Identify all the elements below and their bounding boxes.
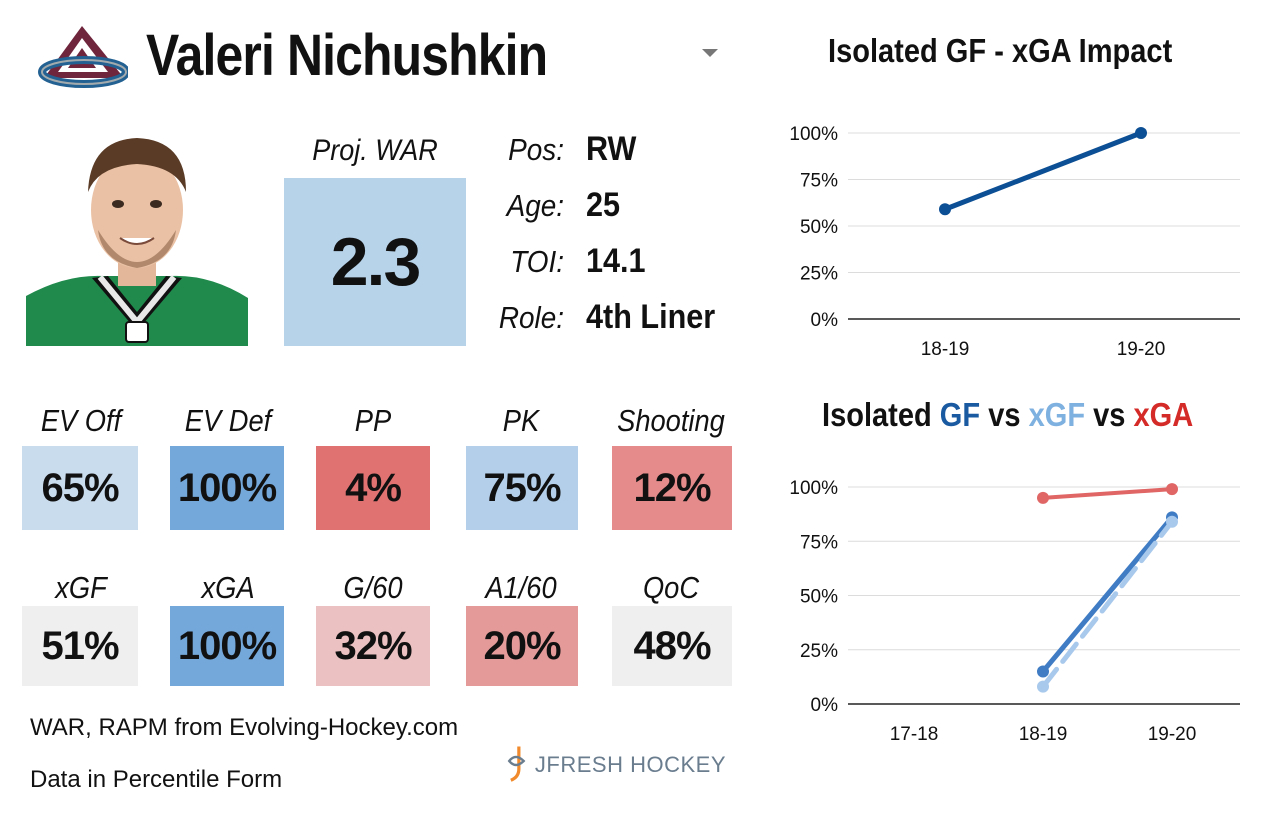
y-tick-label: 25% [800,641,838,662]
age-value: 25 [586,186,621,224]
chart2-title-xgf: xGF [1028,396,1086,433]
pk-value: 75% [466,446,578,530]
series-line-xga [1041,487,1174,500]
chart1-title: Isolated GF - xGA Impact [828,32,1173,69]
series-line-gf [1040,514,1175,674]
x-tick-label: 18-19 [1019,724,1068,745]
chart2-title-xga: xGA [1133,396,1194,433]
player-photo [26,126,248,346]
war-label: Proj. WAR [312,134,438,167]
pk-label: PK [502,403,540,438]
percentile-note: Data in Percentile Form [30,766,283,793]
ev-off-value: 65% [22,446,138,530]
ev-def-value: 100% [170,446,284,530]
x-tick-label: 18-19 [921,339,970,360]
chart2-title-p1: Isolated [822,396,940,433]
a160-value: 20% [466,606,578,686]
brand-logo: JFRESH HOCKEY [506,740,726,790]
brand-text: JFRESH HOCKEY [534,752,726,777]
player-select-dropdown-icon[interactable] [702,49,718,57]
y-tick-label: 50% [800,217,838,238]
x-tick-label: 19-20 [1117,339,1166,360]
data-point-impact [1135,127,1147,139]
data-point-xgf [1037,680,1049,693]
data-point-impact [939,203,951,216]
xga-value: 100% [170,606,284,686]
y-tick-label: 100% [789,124,838,145]
y-tick-label: 25% [800,264,838,285]
chart2-svg: 0% 25% 50% 75% 100% 17-18 18-19 19-20 [789,478,1240,745]
chart2-title-p2: vs [980,396,1029,433]
y-tick-label: 50% [800,587,838,608]
shooting-label: Shooting [617,403,725,438]
chart2-title: Isolated GF vs xGF vs xGA [822,396,1193,434]
y-tick-label: 0% [811,695,839,716]
role-value: 4th Liner [586,298,716,336]
y-tick-label: 0% [811,310,839,331]
series-line-xgf [1040,519,1175,690]
x-tick-label: 19-20 [1148,724,1197,745]
team-logo [38,26,128,88]
g60-label: G/60 [343,570,403,605]
age-label: Age: [506,188,564,223]
pos-label: Pos: [508,132,564,167]
g60-value: 32% [316,606,430,686]
series-line-impact [942,130,1144,212]
data-point-xgf [1166,515,1178,528]
source-note: WAR, RAPM from Evolving-Hockey.com [30,714,459,741]
pp-label: PP [354,403,392,438]
xgf-label: xGF [55,570,107,605]
ev-off-label: EV Off [40,403,122,438]
x-tick-label: 17-18 [890,724,939,745]
chart2-title-gf: GF [939,396,981,433]
a160-label: A1/60 [485,570,557,605]
player-name: Valeri Nichushkin [146,23,548,88]
data-point-xga [1166,483,1178,496]
chart1-svg: 0% 25% 50% 75% 100% 18-19 19-20 [789,124,1240,360]
pos-value: RW [586,130,637,168]
ev-def-label: EV Def [184,403,272,438]
xga-label: xGA [201,570,255,605]
brand-icon [507,746,526,782]
data-point-gf [1037,665,1049,678]
toi-value: 14.1 [586,242,646,280]
xgf-value: 51% [22,606,138,686]
pp-value: 4% [316,446,430,530]
chart2-title-p3: vs [1085,396,1134,433]
y-tick-label: 75% [800,171,838,192]
data-point-xga [1037,491,1049,504]
role-label: Role: [498,300,564,335]
y-tick-label: 75% [800,532,838,553]
war-value: 2.3 [284,178,466,346]
shooting-value: 12% [612,446,732,530]
qoc-label: QoC [642,570,700,605]
y-tick-label: 100% [789,478,838,499]
qoc-value: 48% [612,606,732,686]
toi-label: TOI: [510,244,564,279]
